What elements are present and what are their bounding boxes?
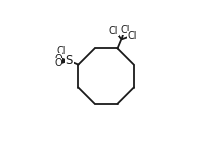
- Text: O: O: [54, 58, 62, 68]
- Text: Cl: Cl: [120, 25, 129, 35]
- Text: Cl: Cl: [56, 46, 65, 56]
- Text: O: O: [54, 54, 62, 64]
- Text: S: S: [65, 54, 73, 67]
- Text: Cl: Cl: [108, 25, 118, 36]
- Text: Cl: Cl: [126, 31, 136, 41]
